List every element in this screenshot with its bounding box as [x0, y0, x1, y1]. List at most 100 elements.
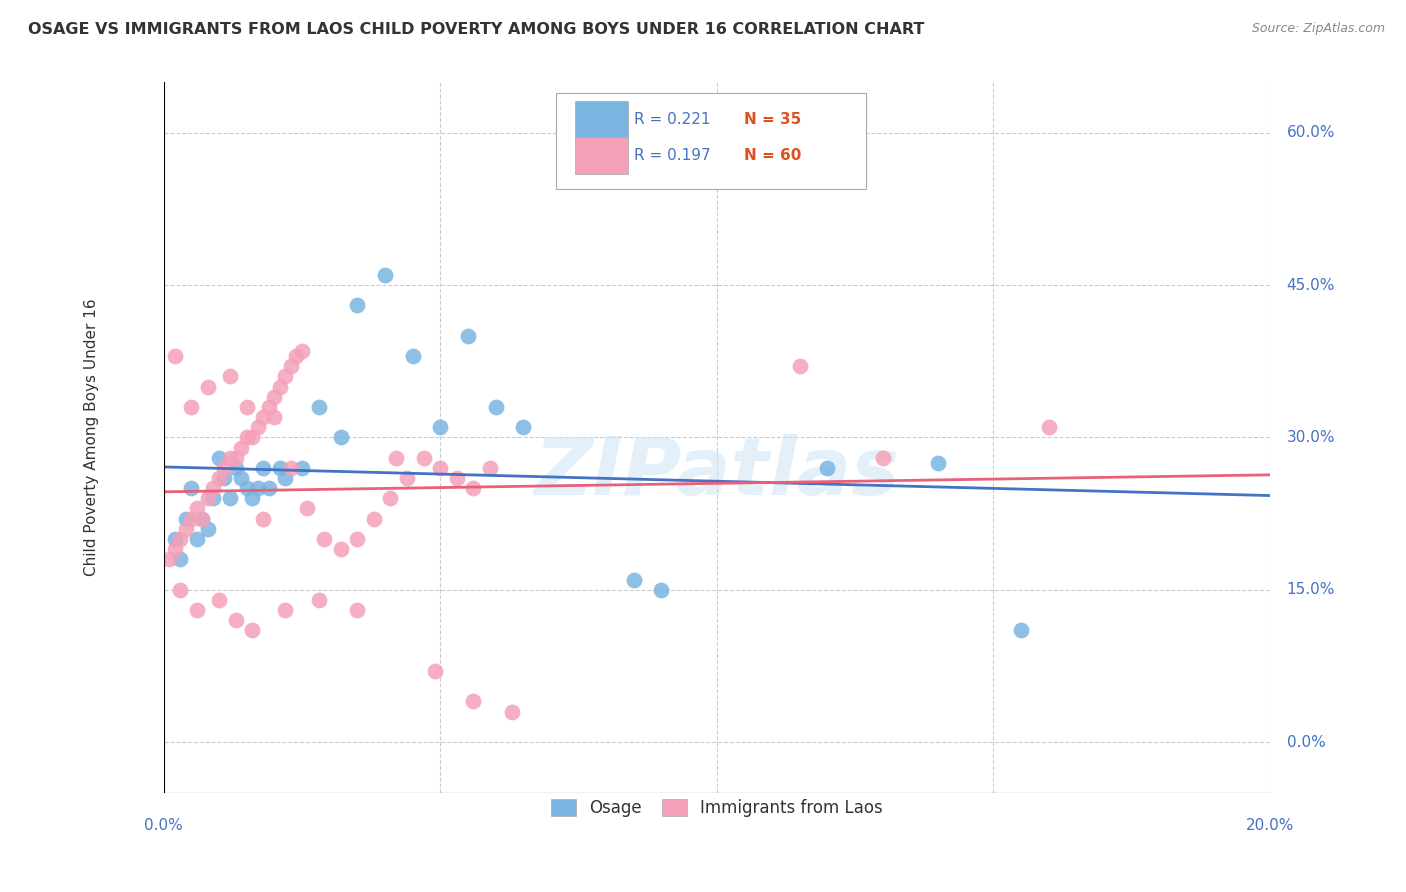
Point — [229, 441, 252, 455]
Text: 0.0%: 0.0% — [145, 818, 183, 833]
Point — [457, 328, 479, 343]
Point — [246, 481, 269, 495]
Point — [478, 461, 501, 475]
Point — [429, 461, 451, 475]
Point — [163, 532, 186, 546]
Point — [163, 349, 186, 363]
Text: OSAGE VS IMMIGRANTS FROM LAOS CHILD POVERTY AMONG BOYS UNDER 16 CORRELATION CHAR: OSAGE VS IMMIGRANTS FROM LAOS CHILD POVE… — [28, 22, 925, 37]
Point — [235, 430, 257, 444]
Point — [214, 461, 236, 475]
Point — [208, 593, 231, 607]
Text: Child Poverty Among Boys Under 16: Child Poverty Among Boys Under 16 — [84, 299, 100, 576]
Text: 0.0%: 0.0% — [1286, 735, 1326, 749]
Point — [512, 420, 534, 434]
Point — [191, 511, 214, 525]
Point — [380, 491, 402, 506]
Point — [225, 461, 247, 475]
Point — [208, 450, 231, 465]
Point — [225, 450, 247, 465]
Point — [252, 461, 274, 475]
Text: 15.0%: 15.0% — [1286, 582, 1334, 598]
FancyBboxPatch shape — [575, 136, 628, 174]
Text: 45.0%: 45.0% — [1286, 277, 1334, 293]
Point — [274, 369, 297, 384]
Point — [169, 532, 191, 546]
Point — [235, 400, 257, 414]
Point — [1010, 624, 1032, 638]
Point — [484, 400, 506, 414]
Point — [174, 522, 197, 536]
Point — [374, 268, 396, 282]
Text: N = 35: N = 35 — [744, 112, 801, 127]
Point — [240, 491, 263, 506]
Point — [219, 450, 242, 465]
Point — [412, 450, 434, 465]
Point — [219, 491, 242, 506]
Point — [280, 461, 302, 475]
Point — [423, 664, 446, 678]
Point — [1038, 420, 1060, 434]
Point — [257, 481, 280, 495]
Point — [291, 344, 314, 359]
Point — [214, 471, 236, 485]
Point — [229, 471, 252, 485]
Point — [197, 522, 219, 536]
Point — [463, 694, 485, 708]
FancyBboxPatch shape — [557, 93, 866, 188]
Point — [246, 420, 269, 434]
Point — [308, 400, 330, 414]
Point — [208, 471, 231, 485]
Point — [163, 542, 186, 557]
Point — [235, 481, 257, 495]
Point — [329, 430, 352, 444]
FancyBboxPatch shape — [575, 101, 628, 138]
Point — [263, 410, 285, 425]
Point — [285, 349, 308, 363]
Point — [872, 450, 894, 465]
Point — [263, 390, 285, 404]
Point — [197, 379, 219, 393]
Point — [169, 552, 191, 566]
Point — [815, 461, 838, 475]
Point — [191, 511, 214, 525]
Point — [927, 456, 949, 470]
Point — [252, 410, 274, 425]
Point — [240, 430, 263, 444]
Point — [274, 471, 297, 485]
Point — [180, 511, 202, 525]
Point — [329, 542, 352, 557]
Point — [401, 349, 423, 363]
Point — [280, 359, 302, 374]
Text: 20.0%: 20.0% — [1246, 818, 1294, 833]
Point — [429, 420, 451, 434]
Point — [446, 471, 468, 485]
Text: Source: ZipAtlas.com: Source: ZipAtlas.com — [1251, 22, 1385, 36]
Point — [252, 511, 274, 525]
Point — [219, 369, 242, 384]
Point — [346, 603, 368, 617]
Point — [186, 603, 208, 617]
Point — [650, 582, 672, 597]
Point — [240, 624, 263, 638]
Point — [157, 552, 180, 566]
Point — [385, 450, 408, 465]
Point — [363, 511, 385, 525]
Point — [197, 491, 219, 506]
Point — [174, 511, 197, 525]
Point — [312, 532, 335, 546]
Point — [291, 461, 314, 475]
Point — [297, 501, 319, 516]
Text: R = 0.221: R = 0.221 — [634, 112, 710, 127]
Point — [274, 603, 297, 617]
Point — [202, 491, 225, 506]
Point — [623, 573, 645, 587]
Point — [501, 705, 523, 719]
Text: 30.0%: 30.0% — [1286, 430, 1336, 445]
Point — [169, 582, 191, 597]
Point — [225, 613, 247, 627]
Point — [257, 400, 280, 414]
Text: R = 0.197: R = 0.197 — [634, 148, 710, 162]
Point — [186, 532, 208, 546]
Point — [180, 481, 202, 495]
Point — [463, 481, 485, 495]
